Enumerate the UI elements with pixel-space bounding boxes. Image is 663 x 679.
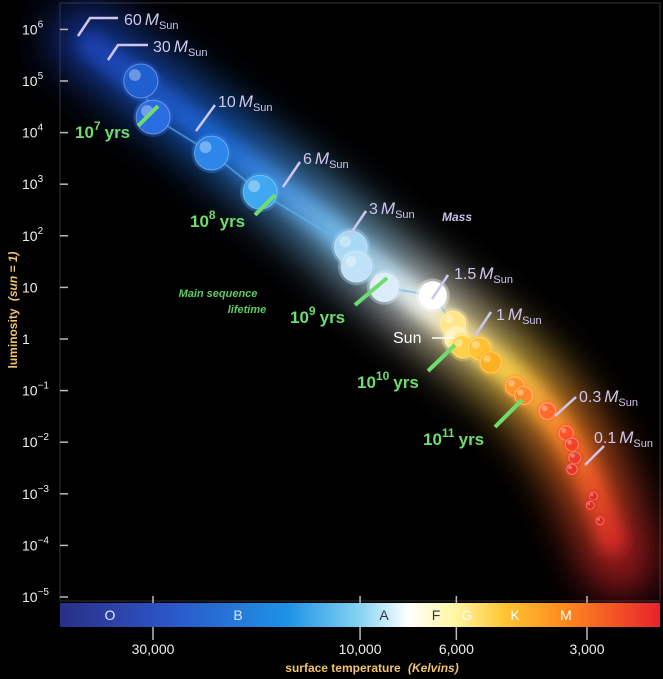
star-highlight	[339, 235, 351, 248]
star-highlight	[568, 465, 572, 470]
star-highlight	[345, 256, 357, 267]
lifetime-label: 108 yrs	[190, 208, 245, 231]
mass-labels: 60 MSun 30 MSun 10 MSun 6 MSun 3 MSun 1.5 MSun 1 MSun…	[124, 10, 653, 450]
spectral-class-G: G	[462, 607, 473, 623]
mass-label: 10 MSun	[218, 92, 273, 114]
y-tick-label: 105	[22, 71, 44, 89]
y-tick-label: 10−4	[22, 535, 49, 553]
star-point	[123, 63, 159, 99]
y-tick-label: 1	[22, 331, 30, 347]
mass-label: 1.5 MSun	[454, 264, 513, 286]
mass-label: 6 MSun	[303, 149, 349, 171]
y-tick-label: 10−2	[22, 432, 49, 450]
star-point	[538, 402, 557, 420]
star-highlight	[422, 285, 433, 296]
star-highlight	[590, 493, 594, 497]
y-tick-label: 10	[22, 279, 38, 295]
spectral-class-M: M	[560, 607, 572, 623]
star-point	[479, 351, 502, 374]
mass-label: 60 MSun	[124, 10, 179, 32]
star-highlight	[444, 314, 454, 324]
mass-label: 30 MSun	[153, 37, 208, 59]
star-highlight	[471, 340, 480, 349]
star-highlight	[199, 141, 212, 154]
lifetime-leader-lines	[136, 104, 524, 429]
star-highlight	[587, 502, 591, 506]
y-tick-label: 106	[22, 19, 44, 37]
star-point	[340, 250, 373, 283]
mass-note: Mass	[442, 210, 472, 224]
star-highlight	[597, 517, 601, 521]
star-point	[369, 272, 400, 303]
x-tick-label: 3,000	[569, 641, 604, 657]
x-axis-title: surface temperature (Kelvins)	[285, 661, 458, 675]
mass-leader-lines	[76, 16, 605, 466]
star-highlight	[570, 453, 575, 458]
lifetime-note-line1: Main sequence	[179, 288, 258, 300]
spectral-class-A: A	[379, 607, 389, 623]
star-highlight	[567, 440, 572, 445]
mass-label: 0.3 MSun	[579, 387, 638, 409]
star-highlight	[561, 428, 567, 434]
lifetime-label: 107 yrs	[75, 119, 130, 142]
lifetime-label: 109 yrs	[290, 304, 345, 327]
star-point	[242, 174, 278, 210]
mass-label: 3 MSun	[369, 199, 415, 221]
y-tick-label: 104	[22, 123, 44, 141]
y-tick-label: 10−5	[22, 587, 49, 605]
y-axis-title: luminosity (sun = 1)	[6, 251, 20, 368]
y-tick-label: 102	[22, 226, 44, 244]
spectral-class-bar	[60, 603, 660, 627]
x-tick-label: 30,000	[132, 641, 175, 657]
y-tick-label: 10−1	[22, 381, 49, 399]
star-point	[193, 135, 229, 171]
star-point	[418, 280, 448, 310]
mass-label: 0.1 MSun	[594, 428, 653, 450]
star-point	[595, 516, 605, 526]
star-highlight	[541, 405, 548, 412]
star-points	[120, 61, 608, 528]
star-point	[564, 437, 579, 452]
star-highlight	[128, 69, 141, 82]
mass-label: 1 MSun	[496, 305, 542, 327]
lifetime-label: 1011 yrs	[423, 426, 484, 449]
x-tick-label: 10,000	[339, 641, 382, 657]
spectral-class-B: B	[233, 607, 242, 623]
spectral-class-F: F	[432, 607, 441, 623]
star-point	[585, 500, 595, 510]
lifetime-label: 1010 yrs	[357, 369, 419, 392]
y-tick-label: 103	[22, 174, 44, 192]
y-tick-label: 10−3	[22, 484, 49, 502]
star-highlight	[483, 355, 491, 363]
lifetime-note-line2: lifetime	[228, 304, 267, 316]
star-highlight	[448, 330, 457, 339]
star-point	[566, 463, 578, 475]
star-highlight	[517, 389, 524, 396]
spectral-class-K: K	[510, 607, 520, 623]
star-point	[558, 425, 574, 441]
star-highlight	[508, 379, 515, 387]
sun-label: Sun	[393, 330, 421, 347]
star-point	[568, 451, 582, 465]
star-highlight	[454, 339, 463, 347]
spectral-class-O: O	[105, 607, 116, 623]
star-point	[135, 99, 171, 135]
lifetime-labels: 107 yrs 108 yrs 109 yrs 1010 yrs 1011 yrs	[75, 119, 484, 449]
star-highlight	[248, 180, 261, 193]
star-point	[588, 491, 598, 501]
x-tick-label: 6,000	[439, 641, 474, 657]
